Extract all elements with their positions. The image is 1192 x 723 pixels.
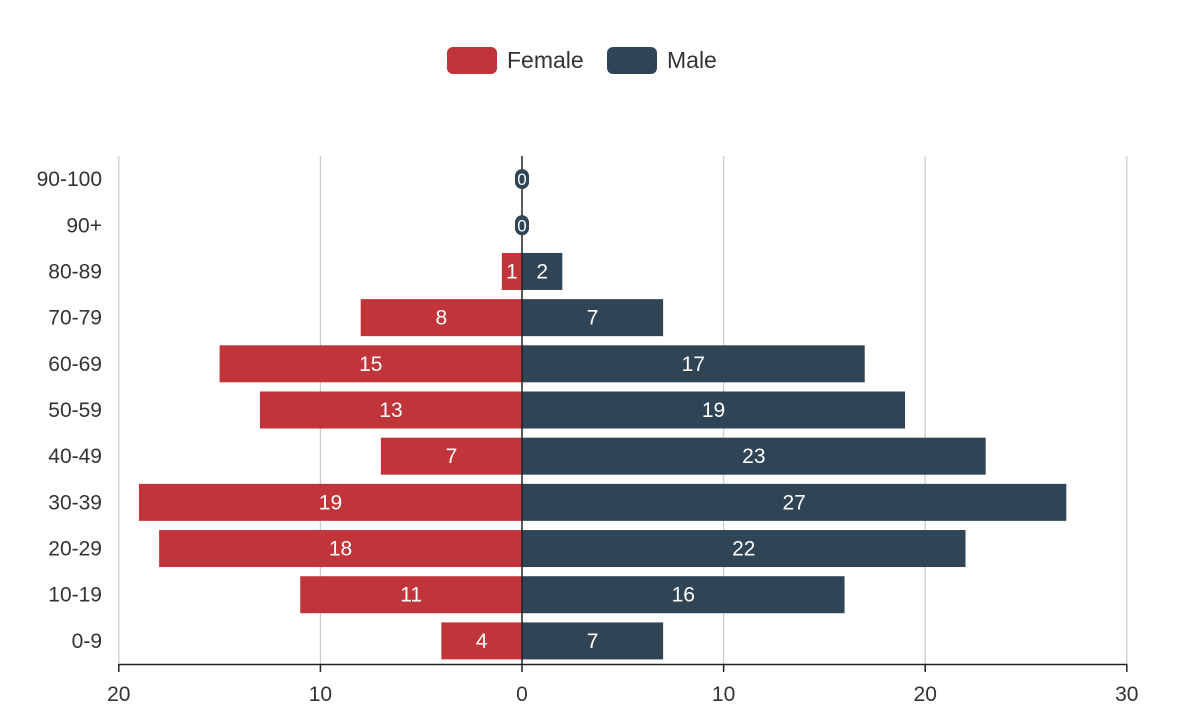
bar-female (360, 299, 522, 337)
y-tick-label: 40-49 (48, 445, 102, 468)
bar-male (522, 622, 664, 660)
bars (138, 252, 1067, 660)
bar-female (138, 483, 522, 521)
bar-label-male: 22 (732, 538, 755, 561)
bar-label-female: 19 (319, 491, 342, 514)
zero-value-badge (515, 215, 529, 236)
legend-swatch-female[interactable] (447, 47, 497, 74)
bar-male (522, 483, 1067, 521)
bar-male (522, 530, 966, 568)
y-tick-label: 20-29 (48, 538, 102, 561)
x-tick-label: 10 (309, 683, 332, 706)
bar-label-male: 23 (742, 445, 765, 468)
y-tick-label: 0-9 (72, 630, 102, 653)
bar-label-female: 15 (359, 353, 382, 376)
bar-female (259, 391, 522, 429)
bar-label-female: 18 (329, 538, 352, 561)
x-tick-label: 20 (914, 683, 937, 706)
x-tick-label: 0 (516, 683, 528, 706)
bar-female (501, 252, 522, 290)
bar-male (522, 252, 563, 290)
zero-value-badge (515, 169, 529, 190)
bar-label-male: 16 (672, 584, 695, 607)
bar-label-female: 7 (446, 445, 458, 468)
bar-label-male: 27 (782, 491, 805, 514)
bar-label-male: 7 (587, 307, 599, 330)
bar-female (219, 345, 522, 383)
bar-label-male: 2 (536, 260, 548, 283)
legend-label-male[interactable]: Male (667, 47, 717, 73)
bar-male (522, 299, 664, 337)
axes (118, 156, 1128, 672)
y-tick-label: 30-39 (48, 491, 102, 514)
bar-male (522, 345, 865, 383)
bar-male (522, 391, 906, 429)
bar-label-female: 11 (400, 584, 422, 607)
legend-swatch-male[interactable] (607, 47, 657, 74)
bar-label-female: 13 (379, 399, 402, 422)
y-tick-label: 50-59 (48, 399, 102, 422)
y-tick-label: 70-79 (48, 307, 102, 330)
bar-label-male: 19 (702, 399, 725, 422)
bar-label-female: 4 (476, 630, 488, 653)
bar-label-male: 7 (587, 630, 599, 653)
y-tick-label: 60-69 (48, 353, 102, 376)
bar-female (300, 576, 522, 614)
bar-female (159, 530, 522, 568)
bar-female (380, 437, 522, 475)
bar-label-female: 8 (436, 307, 448, 330)
legend-label-female[interactable]: Female (507, 47, 584, 73)
y-tick-label: 80-89 (48, 260, 102, 283)
y-tick-label: 90-100 (37, 168, 102, 191)
y-tick-label: 90+ (66, 214, 102, 237)
bar-label-zero: 0 (517, 216, 526, 235)
bar-label-male: 17 (682, 353, 705, 376)
bar-male (522, 437, 986, 475)
legend: Female Male (447, 47, 717, 74)
y-tick-label: 10-19 (48, 584, 102, 607)
x-tick-label: 20 (107, 683, 130, 706)
bar-female (441, 622, 522, 660)
bar-label-zero: 0 (517, 170, 526, 189)
x-tick-label: 30 (1115, 683, 1138, 706)
bar-male (522, 576, 845, 614)
x-tick-label: 10 (712, 683, 735, 706)
bar-label-female: 1 (506, 260, 518, 283)
